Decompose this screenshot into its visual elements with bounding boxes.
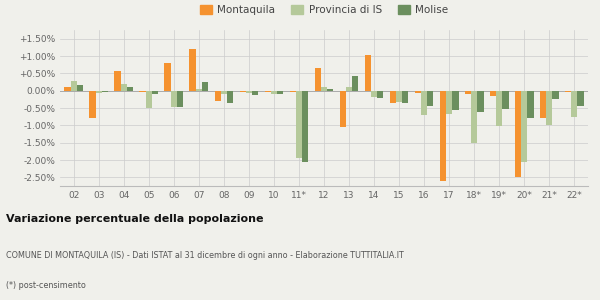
Text: (*) post-censimento: (*) post-censimento bbox=[6, 281, 86, 290]
Bar bbox=[477, 91, 484, 112]
Bar bbox=[571, 91, 577, 117]
Bar bbox=[396, 91, 402, 102]
Bar bbox=[465, 91, 471, 94]
Bar bbox=[164, 63, 171, 91]
Bar bbox=[314, 68, 321, 91]
Bar bbox=[302, 91, 308, 162]
Bar bbox=[527, 91, 533, 118]
Bar bbox=[346, 87, 352, 91]
Bar bbox=[327, 89, 334, 91]
Bar bbox=[115, 70, 121, 91]
Bar bbox=[402, 91, 409, 103]
Bar bbox=[139, 91, 146, 92]
Bar bbox=[389, 91, 396, 103]
Bar bbox=[521, 91, 527, 162]
Bar bbox=[352, 76, 358, 91]
Bar bbox=[196, 89, 202, 91]
Bar bbox=[377, 91, 383, 98]
Bar bbox=[221, 91, 227, 94]
Bar bbox=[95, 91, 102, 93]
Bar bbox=[121, 84, 127, 91]
Bar bbox=[77, 85, 83, 91]
Bar bbox=[227, 91, 233, 103]
Bar bbox=[171, 91, 177, 107]
Bar bbox=[102, 91, 108, 92]
Bar bbox=[246, 91, 252, 93]
Bar bbox=[146, 91, 152, 108]
Bar bbox=[64, 87, 71, 91]
Bar bbox=[152, 91, 158, 94]
Legend: Montaquila, Provincia di IS, Molise: Montaquila, Provincia di IS, Molise bbox=[196, 1, 452, 20]
Bar bbox=[190, 49, 196, 91]
Bar bbox=[252, 91, 259, 95]
Bar bbox=[440, 91, 446, 182]
Bar bbox=[546, 91, 553, 125]
Bar bbox=[371, 91, 377, 97]
Bar bbox=[421, 91, 427, 115]
Bar bbox=[71, 81, 77, 91]
Text: Variazione percentuale della popolazione: Variazione percentuale della popolazione bbox=[6, 214, 263, 224]
Bar bbox=[321, 86, 327, 91]
Bar bbox=[215, 91, 221, 101]
Text: COMUNE DI MONTAQUILA (IS) - Dati ISTAT al 31 dicembre di ogni anno - Elaborazion: COMUNE DI MONTAQUILA (IS) - Dati ISTAT a… bbox=[6, 251, 404, 260]
Bar bbox=[277, 91, 283, 94]
Bar bbox=[290, 91, 296, 92]
Bar bbox=[239, 91, 246, 92]
Bar bbox=[296, 91, 302, 158]
Bar bbox=[446, 91, 452, 114]
Bar bbox=[415, 91, 421, 93]
Bar bbox=[89, 91, 95, 118]
Bar bbox=[553, 91, 559, 99]
Bar bbox=[496, 91, 502, 126]
Bar bbox=[271, 91, 277, 94]
Bar bbox=[502, 91, 509, 109]
Bar bbox=[265, 91, 271, 92]
Bar bbox=[471, 91, 477, 143]
Bar bbox=[202, 82, 208, 91]
Bar bbox=[177, 91, 183, 107]
Bar bbox=[540, 91, 546, 118]
Bar bbox=[565, 91, 571, 92]
Bar bbox=[127, 86, 133, 91]
Bar bbox=[515, 91, 521, 177]
Bar bbox=[490, 91, 496, 96]
Bar bbox=[365, 55, 371, 91]
Bar bbox=[427, 91, 433, 106]
Bar bbox=[577, 91, 584, 106]
Bar bbox=[452, 91, 458, 110]
Bar bbox=[340, 91, 346, 127]
